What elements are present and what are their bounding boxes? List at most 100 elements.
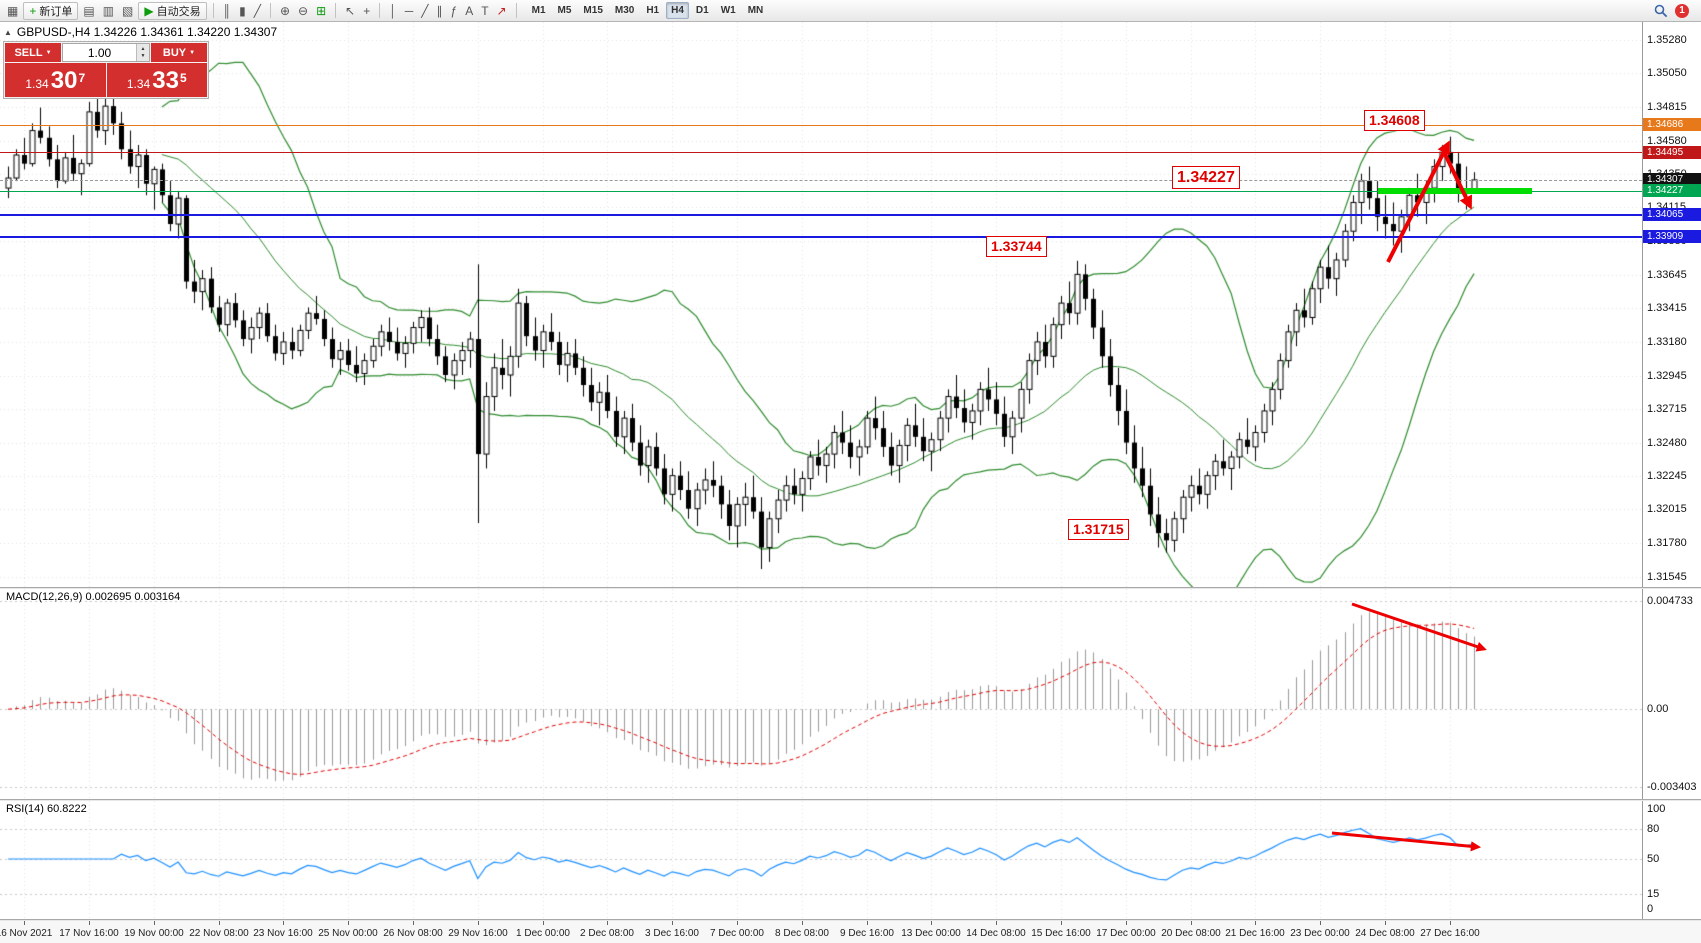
timeframe-m30[interactable]: M30	[614, 5, 635, 16]
timeframe-m1[interactable]: M1	[531, 5, 546, 16]
new-chart-icon[interactable]: ▦	[4, 2, 21, 20]
price-axis-label: 1.34815	[1647, 101, 1687, 113]
price-tag-1.34495: 1.34495	[1643, 146, 1701, 159]
autotrading-button[interactable]: ▶ 自动交易	[138, 1, 207, 20]
candlestick-chart-icon[interactable]: ▮	[236, 2, 249, 20]
horizontal-line-icon[interactable]: ─	[402, 2, 417, 20]
toolbar-separator	[212, 3, 214, 18]
fibonacci-icon-glyph: ƒ	[450, 3, 458, 18]
time-tick	[1320, 921, 1321, 925]
rsi-canvas[interactable]	[0, 801, 1642, 919]
bar-chart-icon[interactable]: ║	[220, 2, 235, 20]
new-order-button[interactable]: + 新订单	[23, 1, 79, 20]
timeframe-mn[interactable]: MN	[747, 5, 764, 16]
panel-toggle-icon[interactable]: ▲	[4, 27, 12, 37]
navigator-icon[interactable]: ▧	[119, 2, 136, 20]
channel-icon[interactable]: ∥	[434, 2, 446, 20]
price-annotation-1.31715[interactable]: 1.31715	[1068, 519, 1129, 540]
horizontal-line-1.34307[interactable]	[0, 180, 1642, 181]
line-chart-icon[interactable]: ╱	[251, 2, 264, 20]
macd-panel-separator[interactable]	[0, 587, 1701, 589]
time-axis-label: 13 Dec 00:00	[901, 928, 961, 939]
support-highlight-segment[interactable]	[1378, 188, 1532, 194]
trendline-icon[interactable]: ╱	[418, 2, 431, 20]
volume-input[interactable]	[63, 44, 136, 61]
time-axis-label: 19 Nov 00:00	[124, 928, 184, 939]
sell-dropdown-icon[interactable]: ▼	[45, 49, 52, 56]
channel-icon-glyph: ∥	[436, 3, 443, 18]
navigator-icon-glyph: ▧	[122, 3, 134, 18]
spinner-down-icon[interactable]: ▼	[140, 53, 146, 59]
tile-windows-icon[interactable]: ⊞	[313, 2, 329, 20]
price-axis-label: 1.32480	[1647, 437, 1687, 449]
time-tick	[154, 921, 155, 925]
zoom-out-icon[interactable]: ⊖	[295, 2, 311, 20]
rsi-axis-label: 0	[1647, 903, 1654, 915]
fibonacci-icon[interactable]: ƒ	[448, 2, 461, 20]
horizontal-line-1.34065[interactable]	[0, 214, 1642, 216]
sell-button[interactable]: 1.34 30 7	[5, 63, 106, 97]
price-annotation-1.34227[interactable]: 1.34227	[1172, 166, 1240, 190]
time-tick	[1061, 921, 1062, 925]
text-icon[interactable]: A	[462, 2, 476, 20]
time-axis-label: 25 Nov 00:00	[318, 928, 378, 939]
timeframe-group: M1 M5 M15 M30 H1 H4 D1 W1 MN	[527, 2, 769, 19]
buy-button[interactable]: 1.34 33 5	[106, 63, 207, 97]
price-axis-label: 1.31545	[1647, 571, 1687, 583]
time-axis-label: 26 Nov 08:00	[383, 928, 443, 939]
sell-tab[interactable]: SELL ▼	[5, 43, 61, 62]
volume-spinner[interactable]: ▲ ▼	[136, 44, 149, 61]
timeframe-h4[interactable]: H4	[666, 2, 689, 19]
macd-canvas[interactable]	[0, 589, 1642, 799]
horizontal-line-1.34227[interactable]	[0, 191, 1642, 192]
toolbar-separator	[269, 3, 271, 18]
time-tick	[996, 921, 997, 925]
price-annotation-1.34608[interactable]: 1.34608	[1364, 110, 1425, 131]
timeframe-h1[interactable]: H1	[646, 5, 660, 16]
buy-dropdown-icon[interactable]: ▼	[189, 49, 196, 56]
timeframe-w1[interactable]: W1	[720, 5, 736, 16]
buy-tab[interactable]: BUY ▼	[151, 43, 207, 62]
new-chart-icon-glyph: ▦	[7, 3, 19, 18]
horizontal-line-icon-glyph: ─	[404, 3, 414, 18]
timeframe-m15[interactable]: M15	[583, 5, 603, 16]
price-axis-label: 1.33645	[1647, 269, 1687, 281]
market-watch-icon[interactable]: ▥	[100, 2, 117, 20]
macd-axis-label: -0.003403	[1647, 781, 1697, 793]
horizontal-line-1.33909[interactable]	[0, 236, 1642, 238]
time-axis-label: 14 Dec 08:00	[966, 928, 1026, 939]
time-tick	[478, 921, 479, 925]
time-axis-label: 22 Nov 08:00	[189, 928, 249, 939]
time-axis: 16 Nov 2021 17 Nov 16:00 19 Nov 00:00 22 No…	[0, 921, 1701, 943]
crosshair-icon[interactable]: +	[360, 2, 373, 20]
time-axis-label: 7 Dec 00:00	[710, 928, 764, 939]
vertical-line-icon[interactable]: │	[386, 2, 400, 20]
toolbar: ▦ + 新订单 ▤ ▥ ▧ ▶ 自动交易 ║ ▮ ╱ ⊕ ⊖ ⊞ ↖ + │ ─ ╱ ∥ ƒ A T ↗ M1 M5 M15 M30…	[0, 0, 1701, 22]
price-chart-canvas[interactable]	[0, 22, 1642, 587]
macd-label: MACD(12,26,9) 0.002695 0.003164	[6, 591, 181, 603]
price-annotation-1.33744[interactable]: 1.33744	[986, 236, 1047, 257]
timeframe-d1[interactable]: D1	[695, 5, 709, 16]
time-tick	[607, 921, 608, 925]
toolbar-right: 1	[1654, 3, 1697, 18]
price-tag-1.34307: 1.34307	[1643, 173, 1701, 186]
horizontal-line-1.34495[interactable]	[0, 152, 1642, 153]
notification-badge[interactable]: 1	[1675, 3, 1689, 18]
label-icon[interactable]: T	[478, 2, 491, 20]
rsi-panel-separator[interactable]	[0, 799, 1701, 801]
time-tick	[737, 921, 738, 925]
rsi-axis-label: 100	[1647, 803, 1666, 815]
chart-profiles-icon[interactable]: ▤	[80, 2, 97, 20]
horizontal-line-1.34686[interactable]	[0, 125, 1642, 126]
search-icon[interactable]	[1654, 4, 1668, 18]
arrows-tool-icon[interactable]: ↗	[494, 2, 510, 20]
time-tick	[413, 921, 414, 925]
zoom-in-icon[interactable]: ⊕	[277, 2, 293, 20]
timeframe-m5[interactable]: M5	[557, 5, 572, 16]
time-axis-label: 8 Dec 08:00	[775, 928, 829, 939]
time-tick	[1385, 921, 1386, 925]
spinner-up-icon[interactable]: ▲	[140, 46, 146, 52]
cursor-icon[interactable]: ↖	[342, 2, 358, 20]
price-axis-label: 1.34580	[1647, 135, 1687, 147]
autotrading-icon: ▶	[144, 3, 154, 18]
